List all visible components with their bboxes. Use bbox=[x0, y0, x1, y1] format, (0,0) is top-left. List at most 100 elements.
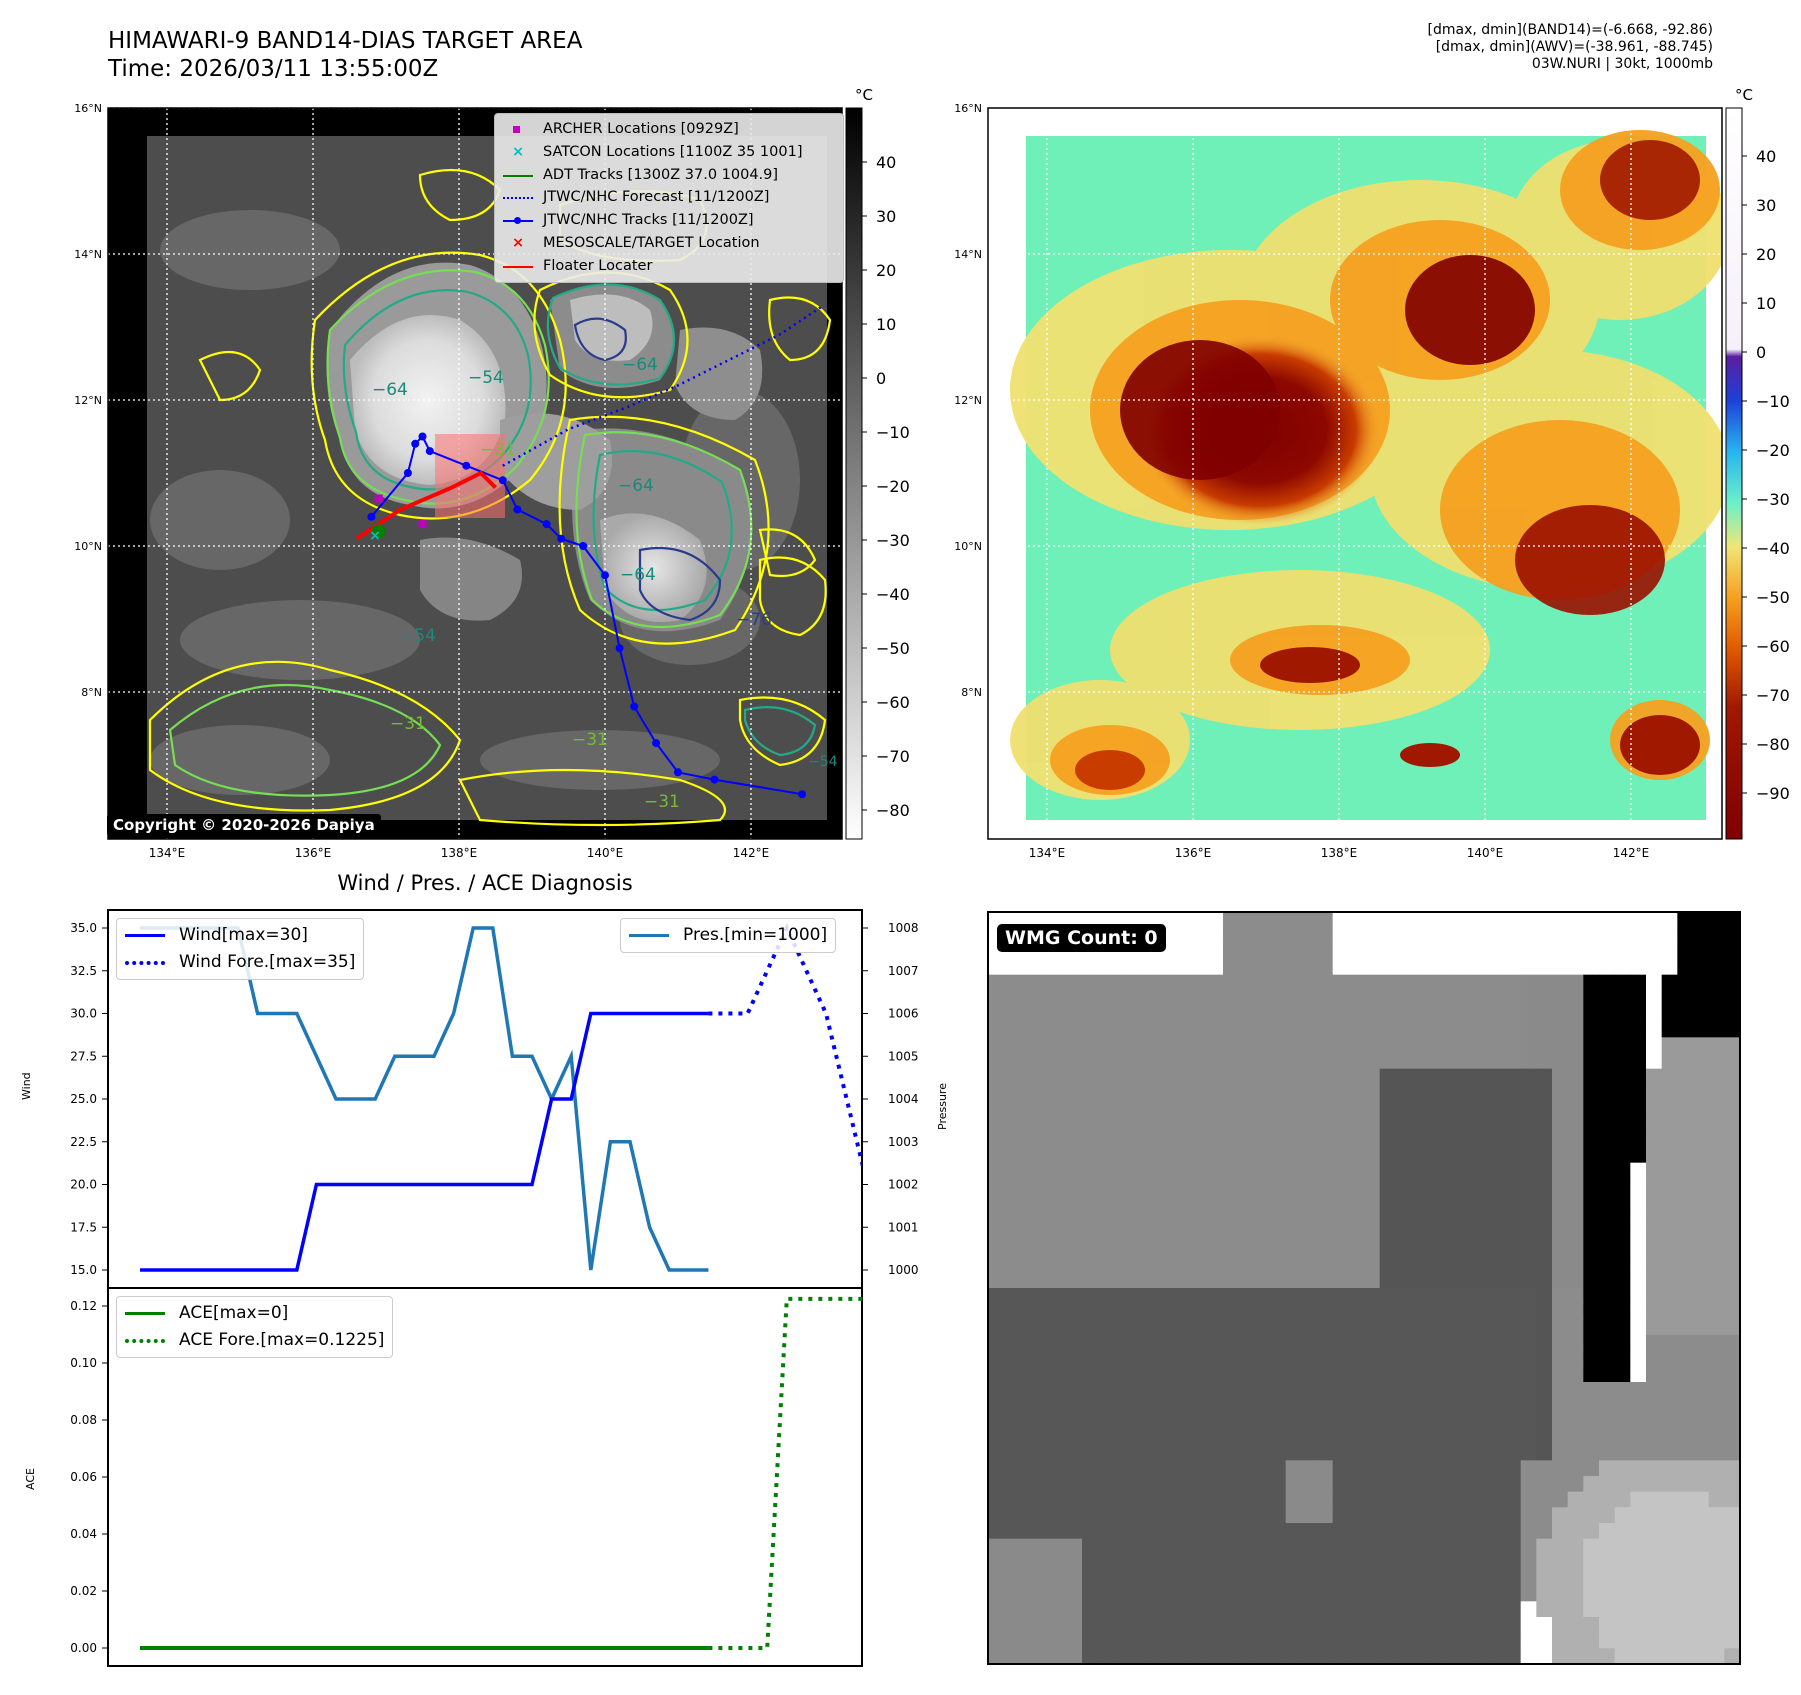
wmg-pixel bbox=[1473, 1413, 1490, 1430]
colorbar-tick-label: 10 bbox=[1756, 294, 1776, 313]
wmg-pixel bbox=[1019, 1194, 1036, 1211]
wmg-pixel bbox=[1035, 1256, 1052, 1273]
wmg-pixel bbox=[1599, 1006, 1616, 1023]
wmg-pixel bbox=[1254, 1413, 1271, 1430]
wmg-pixel bbox=[1019, 1225, 1036, 1242]
wmg-pixel bbox=[1458, 927, 1475, 944]
legend-floater: Floater Locater bbox=[501, 255, 837, 278]
wmg-pixel bbox=[1552, 1006, 1569, 1023]
wmg-pixel bbox=[1364, 1100, 1381, 1117]
wmg-pixel bbox=[1160, 1382, 1177, 1399]
wmg-pixel bbox=[1724, 1021, 1741, 1038]
wmg-pixel bbox=[1426, 1178, 1443, 1195]
wind-axis-label: Wind bbox=[20, 1072, 33, 1100]
wmg-pixel bbox=[1599, 943, 1616, 960]
wmg-pixel bbox=[1442, 1460, 1459, 1477]
wmg-pixel bbox=[1129, 1084, 1146, 1101]
wmg-pixel bbox=[1693, 1021, 1710, 1038]
wmg-pixel bbox=[1317, 1554, 1334, 1571]
wmg-pixel bbox=[1552, 912, 1569, 929]
wmg-pixel bbox=[1301, 1209, 1318, 1226]
wmg-pixel bbox=[1348, 1272, 1365, 1289]
wmg-pixel bbox=[1661, 927, 1678, 944]
wmg-pixel bbox=[1050, 1648, 1067, 1665]
wmg-pixel bbox=[1552, 1382, 1569, 1399]
wmg-pixel bbox=[1473, 1037, 1490, 1054]
wmg-pixel bbox=[1411, 1413, 1428, 1430]
wmg-pixel bbox=[1191, 1037, 1208, 1054]
wmg-pixel bbox=[1552, 943, 1569, 960]
legend-pressure-label: Pres.[min=1000] bbox=[683, 925, 828, 945]
wmg-pixel bbox=[1285, 1382, 1302, 1399]
wmg-pixel bbox=[1395, 1131, 1412, 1148]
wmg-pixel bbox=[1348, 1617, 1365, 1634]
wmg-pixel bbox=[1176, 1460, 1193, 1477]
wmg-pixel bbox=[1677, 1585, 1694, 1602]
wmg-pixel bbox=[1238, 1554, 1255, 1571]
wmg-pixel bbox=[1207, 1147, 1224, 1164]
wmg-pixel bbox=[1129, 1413, 1146, 1430]
wmg-pixel bbox=[1411, 1444, 1428, 1461]
contour-label: −31 bbox=[390, 714, 426, 734]
wmg-pixel bbox=[1019, 1272, 1036, 1289]
wmg-pixel bbox=[1097, 1241, 1114, 1258]
wmg-pixel bbox=[1066, 1648, 1083, 1665]
wmg-pixel bbox=[1144, 1053, 1161, 1070]
wmg-pixel bbox=[1599, 1225, 1616, 1242]
wmg-pixel bbox=[1113, 1617, 1130, 1634]
wmg-pixel bbox=[1207, 1053, 1224, 1070]
wmg-pixel bbox=[1693, 1178, 1710, 1195]
wmg-pixel bbox=[1191, 1131, 1208, 1148]
wmg-pixel bbox=[1050, 1491, 1067, 1508]
wmg-pixel bbox=[1270, 1006, 1287, 1023]
wmg-pixel bbox=[1520, 1476, 1537, 1493]
wmg-pixel bbox=[1019, 1162, 1036, 1179]
wmg-pixel bbox=[1254, 1288, 1271, 1305]
wmg-pixel bbox=[1536, 1350, 1553, 1367]
lon-tick-label: 138°E bbox=[1321, 846, 1358, 860]
wmg-pixel bbox=[1050, 1053, 1067, 1070]
wmg-pixel bbox=[1411, 912, 1428, 929]
wmg-pixel bbox=[1003, 959, 1020, 976]
wmg-pixel bbox=[1536, 1491, 1553, 1508]
wmg-pixel bbox=[1113, 1601, 1130, 1618]
wmg-pixel bbox=[1332, 1256, 1349, 1273]
wmg-pixel bbox=[1661, 1491, 1678, 1508]
wmg-pixel bbox=[1176, 1366, 1193, 1383]
wmg-pixel bbox=[1614, 1021, 1631, 1038]
wmg-pixel bbox=[1552, 1617, 1569, 1634]
wmg-pixel bbox=[1332, 1068, 1349, 1085]
wmg-pixel bbox=[1270, 1147, 1287, 1164]
ir-colorbar bbox=[845, 107, 863, 840]
wmg-pixel bbox=[1724, 1350, 1741, 1367]
wmg-pixel bbox=[1113, 1288, 1130, 1305]
wmg-pixel bbox=[1630, 1319, 1647, 1336]
wmg-pixel bbox=[1364, 1523, 1381, 1540]
wmg-pixel bbox=[1364, 1084, 1381, 1101]
wind-tick-label: 15.0 bbox=[70, 1263, 97, 1277]
wmg-pixel bbox=[1144, 1617, 1161, 1634]
wmg-pixel bbox=[1661, 1194, 1678, 1211]
wmg-pixel bbox=[1552, 1523, 1569, 1540]
wmg-pixel bbox=[1567, 1303, 1584, 1320]
wmg-pixel bbox=[1129, 1601, 1146, 1618]
wmg-pixel bbox=[1223, 1460, 1240, 1477]
wmg-pixel bbox=[1097, 1006, 1114, 1023]
wmg-pixel bbox=[1129, 1006, 1146, 1023]
wmg-pixel bbox=[1160, 1476, 1177, 1493]
wmg-pixel bbox=[1364, 927, 1381, 944]
wmg-pixel bbox=[1411, 1601, 1428, 1618]
wmg-pixel bbox=[1097, 1382, 1114, 1399]
wmg-pixel bbox=[1536, 1288, 1553, 1305]
wmg-pixel bbox=[1254, 1507, 1271, 1524]
wmg-pixel bbox=[1708, 1538, 1725, 1555]
wmg-pixel bbox=[1332, 1037, 1349, 1054]
wmg-pixel bbox=[1599, 1100, 1616, 1117]
lon-tick-label: 140°E bbox=[1467, 846, 1504, 860]
wmg-pixel bbox=[1270, 1084, 1287, 1101]
wmg-pixel bbox=[1677, 1507, 1694, 1524]
wmg-pixel bbox=[1489, 1225, 1506, 1242]
wmg-pixel bbox=[1035, 1570, 1052, 1587]
wmg-pixel bbox=[1646, 1476, 1663, 1493]
wmg-pixel bbox=[1614, 1382, 1631, 1399]
